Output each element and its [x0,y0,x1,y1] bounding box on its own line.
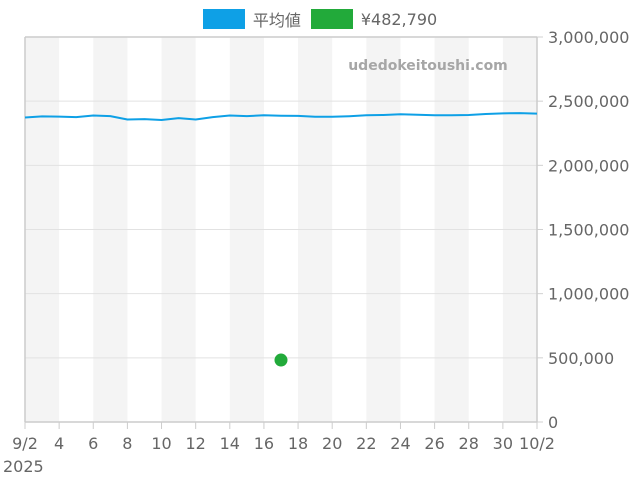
x-tick-label: 4 [54,434,64,453]
legend-label-average: 平均値 [252,11,301,30]
legend-swatch-price [310,9,353,29]
x-tick-label: 28 [459,434,479,453]
x-tick-label: 9/2 [12,434,38,453]
legend-swatch-average [202,9,245,29]
series-line-average [24,112,538,121]
band [366,37,401,422]
x-tick-label: 6 [88,434,98,453]
band [93,37,128,422]
x-tick-label: 8 [122,434,132,453]
chart-legend: 平均値 ¥482,790 [0,7,640,31]
y-tick-label: 1,000,000 [548,285,629,304]
band [229,37,264,422]
band [25,37,60,422]
x-tick-label: 10/2 [519,434,555,453]
x-tick-label: 14 [220,434,240,453]
x-tick-label: 20 [322,434,342,453]
y-tick-label: 2,000,000 [548,156,629,175]
y-tick-label: 500,000 [548,349,614,368]
series-point-price [274,353,288,367]
x-tick-label: 30 [493,434,513,453]
x-tick-label: 10 [151,434,171,453]
x-year-label: 2025 [3,457,44,476]
band [502,37,537,422]
x-tick-label: 16 [254,434,274,453]
band [298,37,333,422]
x-tick-label: 18 [288,434,308,453]
legend-label-price: ¥482,790 [360,9,438,29]
band [434,37,469,422]
x-tick-label: 12 [185,434,205,453]
x-tick-label: 24 [390,434,410,453]
y-tick-label: 2,500,000 [548,92,629,111]
x-tick-label: 22 [356,434,376,453]
y-tick-label: 1,500,000 [548,221,629,240]
band [161,37,196,422]
legend-item-price[interactable]: ¥482,790 [310,9,438,29]
y-tick-label: 0 [548,413,558,432]
watermark: udedokeitoushi.com [348,58,508,74]
x-tick-label: 26 [424,434,444,453]
legend-item-average[interactable]: 平均値 [202,7,301,31]
